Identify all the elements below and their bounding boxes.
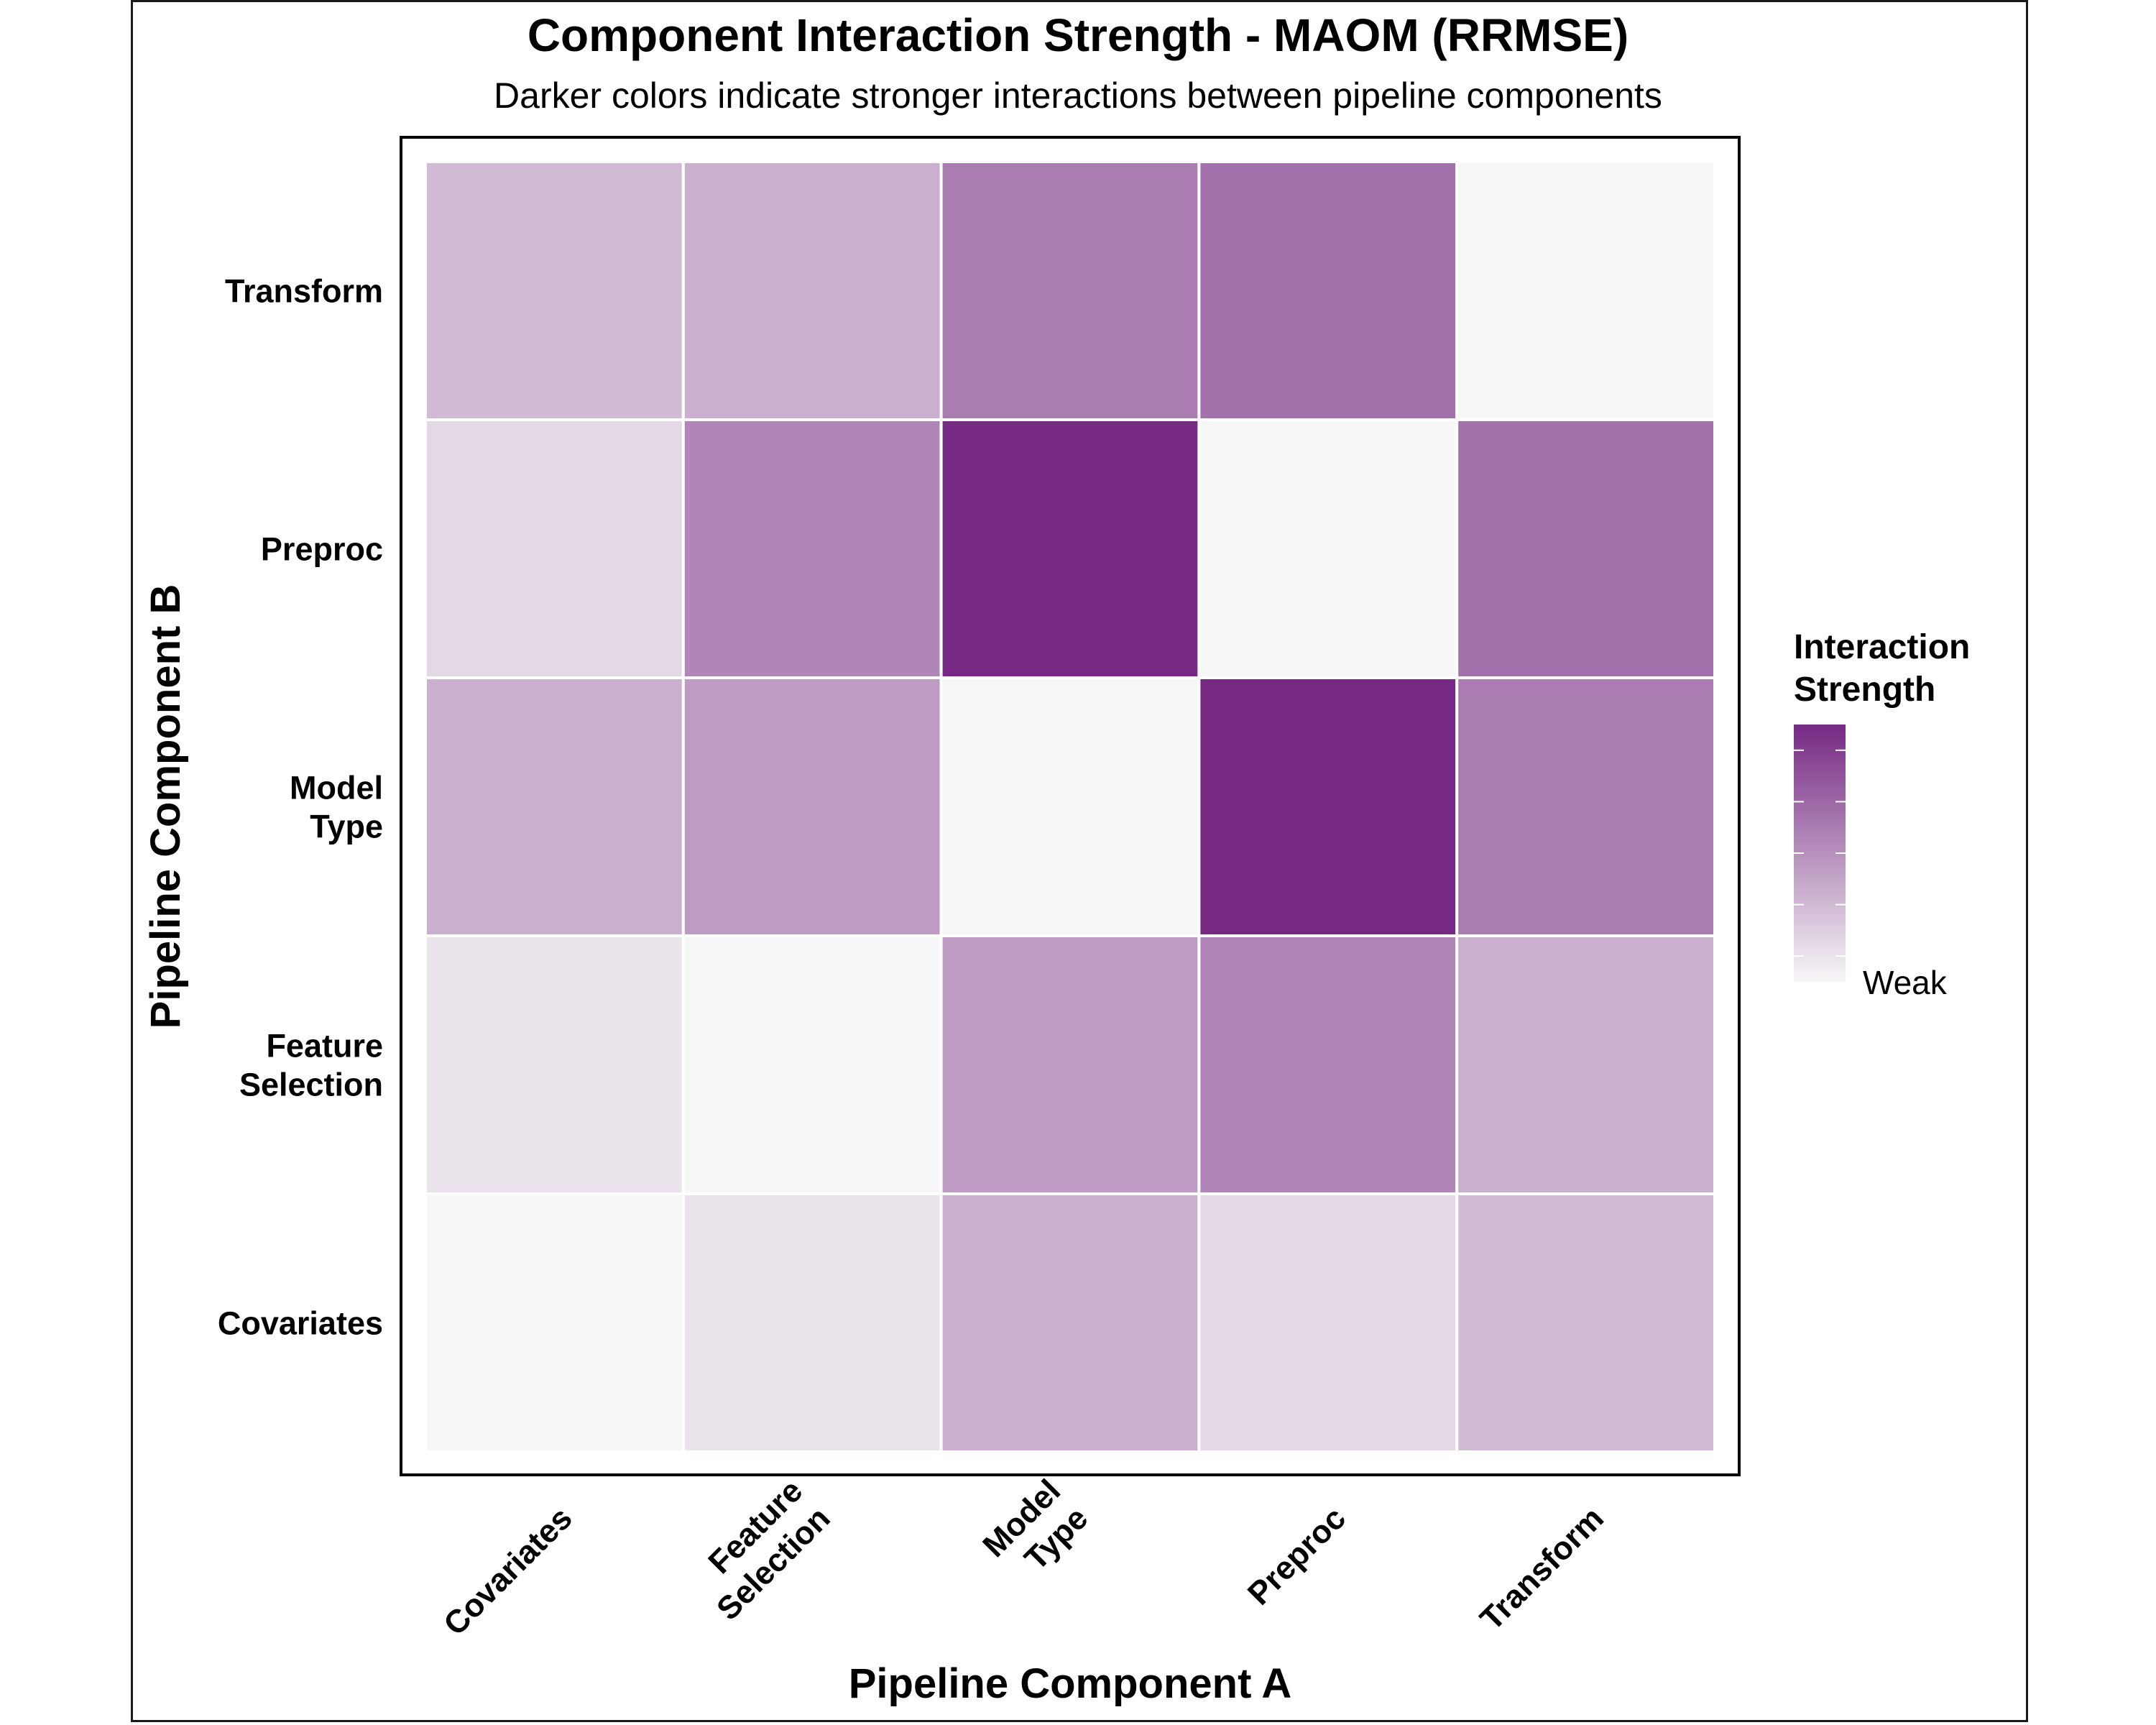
y-tick-label: Model <box>290 770 383 806</box>
heatmap-cell <box>424 418 685 679</box>
heatmap-cell <box>1455 418 1716 679</box>
x-tick-text: FeatureSelection <box>682 1472 837 1627</box>
x-tick-text: Transform <box>1473 1499 1611 1637</box>
legend-label-weak: Weak <box>1863 964 1948 1001</box>
heatmap-cell <box>681 934 943 1195</box>
x-tick-label: Preproc <box>1240 1499 1353 1611</box>
x-tick-line: Preproc <box>1240 1499 1353 1611</box>
chart-title: Component Interaction Strength - MAOM (R… <box>527 9 1629 61</box>
x-tick-label: Transform <box>1473 1499 1611 1637</box>
y-axis-ticks: Covariates FeatureSelection ModelType Prepr… <box>218 273 383 1342</box>
heatmap-cell <box>939 676 1201 937</box>
y-tick-label: Selection <box>239 1067 383 1103</box>
heatmap-cell <box>939 160 1201 421</box>
x-tick-line: Covariates <box>436 1499 579 1642</box>
heatmap-cell <box>424 160 685 421</box>
heatmap-cell <box>1197 934 1459 1195</box>
heatmap-cell <box>1197 1192 1459 1453</box>
heatmap-cell <box>681 676 943 937</box>
y-axis-title: Pipeline Component B <box>142 584 189 1029</box>
x-tick-label: Covariates <box>436 1499 579 1642</box>
y-tick-label: Type <box>310 809 383 845</box>
x-axis-title: Pipeline Component A <box>849 1660 1292 1707</box>
x-tick-text: Covariates <box>436 1499 579 1642</box>
heatmap-cell <box>1455 1192 1716 1453</box>
heatmap-cells <box>424 160 1716 1453</box>
legend-ticks <box>1794 749 1846 957</box>
x-tick-line: Transform <box>1473 1499 1611 1637</box>
heatmap-cell <box>939 934 1201 1195</box>
color-legend: Interaction Strength Weak <box>1794 628 1970 1001</box>
heatmap-cell <box>1455 934 1716 1195</box>
heatmap-cell <box>681 1192 943 1453</box>
heatmap-cell <box>1455 676 1716 937</box>
chart-subtitle: Darker colors indicate stronger interact… <box>494 75 1662 116</box>
y-tick-label: Preproc <box>261 531 383 568</box>
legend-title-line-2: Strength <box>1794 671 1935 709</box>
heatmap-cell <box>1197 418 1459 679</box>
heatmap-cell <box>1197 676 1459 937</box>
x-tick-label: ModelType <box>975 1472 1095 1591</box>
plot-panel-border <box>400 136 1741 1476</box>
x-axis-ticks: Covariates FeatureSelection ModelType Prepr… <box>436 1472 1611 1642</box>
y-tick-label: Feature <box>266 1028 383 1064</box>
heatmap-cell <box>424 934 685 1195</box>
plot-border <box>131 0 2028 1722</box>
heatmap-cell <box>424 1192 685 1453</box>
x-tick-text: Preproc <box>1240 1499 1353 1611</box>
legend-title-line-1: Interaction <box>1794 628 1970 666</box>
heatmap-cell <box>424 676 685 937</box>
x-tick-label: FeatureSelection <box>682 1472 837 1627</box>
y-tick-label: Covariates <box>218 1305 383 1342</box>
heatmap-cell <box>681 418 943 679</box>
heatmap-cell <box>1197 160 1459 421</box>
heatmap-cell <box>939 1192 1201 1453</box>
heatmap-cell <box>939 418 1201 679</box>
y-tick-label: Transform <box>225 273 383 310</box>
heatmap-cell <box>1455 160 1716 421</box>
heatmap-cell <box>681 160 943 421</box>
x-tick-text: ModelType <box>975 1472 1095 1591</box>
